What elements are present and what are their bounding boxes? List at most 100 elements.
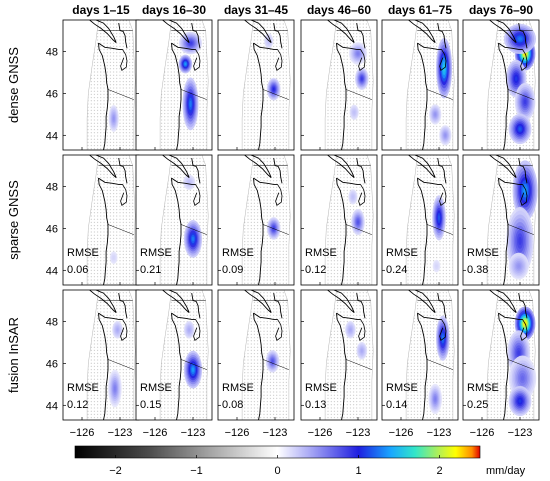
rmse-label: RMSE bbox=[67, 382, 99, 394]
state-border-line bbox=[426, 223, 454, 235]
row-labels: dense GNSS sparse GNSS fusion InSAR bbox=[6, 47, 21, 393]
panel-r2-c2: RMSE 0.21 bbox=[135, 154, 213, 286]
x-tick-label: −126 bbox=[470, 427, 495, 439]
rmse-value: 0.12 bbox=[305, 264, 326, 276]
colorbar-tick-label: 2 bbox=[436, 465, 442, 477]
panel-frame bbox=[217, 289, 295, 421]
vancouver-island bbox=[244, 290, 272, 313]
panel-r3-c5: RMSE 0.14 bbox=[381, 289, 459, 421]
fault-grid-domain bbox=[86, 290, 136, 420]
slip-patch bbox=[265, 350, 280, 373]
column-header: days 76–90 bbox=[469, 3, 533, 17]
mainland-shoreline bbox=[518, 158, 528, 184]
column-header: days 31–45 bbox=[224, 3, 288, 17]
coastline bbox=[417, 178, 428, 285]
coastline bbox=[171, 178, 182, 285]
fault-grid-domain bbox=[241, 290, 291, 420]
puget-sound bbox=[193, 319, 201, 341]
coastline bbox=[417, 313, 428, 420]
coastline bbox=[336, 313, 347, 420]
slip-patch bbox=[266, 217, 281, 240]
slip-patch bbox=[179, 31, 202, 55]
puget-sound bbox=[439, 184, 447, 206]
mainland-shoreline bbox=[356, 23, 366, 49]
panel-frame bbox=[300, 19, 378, 151]
vancouver-island bbox=[489, 155, 517, 178]
slip-patch bbox=[108, 105, 119, 132]
slip-patch bbox=[108, 369, 122, 408]
vancouver-island bbox=[408, 20, 436, 43]
coastline bbox=[336, 43, 347, 150]
y-tick-label: 46 bbox=[46, 88, 58, 100]
y-tick-label: 48 bbox=[46, 181, 58, 193]
x-tick-label: −123 bbox=[346, 427, 371, 439]
rmse-value: 0.15 bbox=[140, 399, 161, 411]
slip-patch bbox=[436, 315, 450, 361]
panel-frame bbox=[462, 19, 540, 151]
rmse-value: 0.38 bbox=[467, 264, 488, 276]
coastline bbox=[171, 313, 182, 420]
strait-shoreline bbox=[98, 312, 123, 320]
x-tick-label: −126 bbox=[143, 427, 168, 439]
puget-sound bbox=[275, 184, 283, 206]
coastline bbox=[98, 43, 109, 150]
coastline bbox=[253, 313, 264, 420]
fault-grid-domain bbox=[324, 155, 374, 285]
rmse-value: 0.08 bbox=[222, 399, 243, 411]
panel-r3-c6: RMSE 0.25 bbox=[462, 289, 540, 421]
puget-sound bbox=[520, 319, 528, 341]
vancouver-island bbox=[489, 290, 517, 313]
vancouver-island bbox=[489, 20, 517, 43]
row-label: dense GNSS bbox=[6, 47, 21, 123]
x-tick-label: −123 bbox=[427, 427, 452, 439]
rmse-label: RMSE bbox=[386, 382, 418, 394]
strait-shoreline bbox=[253, 42, 278, 50]
panel-frame bbox=[300, 154, 378, 286]
rmse-label: RMSE bbox=[222, 247, 254, 259]
puget-sound bbox=[120, 49, 128, 71]
slip-patch bbox=[508, 113, 532, 145]
state-border-line bbox=[507, 88, 535, 100]
puget-sound bbox=[120, 319, 128, 341]
fault-grid-domain bbox=[159, 290, 209, 420]
panel-r2-c5: RMSE 0.24 bbox=[381, 154, 459, 286]
mainland-shoreline bbox=[356, 158, 366, 184]
strait-shoreline bbox=[336, 312, 361, 320]
rmse-label: RMSE bbox=[140, 247, 172, 259]
y-tick-label: 46 bbox=[46, 358, 58, 370]
slip-patch bbox=[428, 383, 443, 415]
mainland-shoreline bbox=[356, 293, 366, 319]
strait-shoreline bbox=[98, 42, 123, 50]
column-header: days 16–30 bbox=[142, 3, 206, 17]
vancouver-island bbox=[327, 20, 355, 43]
rmse-value: 0.14 bbox=[386, 399, 407, 411]
slip-patch bbox=[429, 104, 442, 125]
panel-grid: RMSE 0.06 RMSE 0.21 RMSE 0.09 RMSE 0.12 RMSE 0.24… bbox=[62, 19, 540, 421]
vancouver-island bbox=[327, 155, 355, 178]
rmse-value: 0.13 bbox=[305, 399, 326, 411]
mainland-shoreline bbox=[518, 293, 528, 319]
puget-sound bbox=[193, 49, 201, 71]
fault-grid-domain bbox=[241, 155, 291, 285]
panel-r1-c3 bbox=[217, 19, 295, 151]
fault-grid-domain bbox=[405, 155, 455, 285]
strait-shoreline bbox=[336, 42, 361, 50]
rmse-label: RMSE bbox=[140, 382, 172, 394]
mainland-shoreline bbox=[437, 158, 447, 184]
vancouver-island bbox=[162, 155, 190, 178]
vancouver-island bbox=[162, 290, 190, 313]
vancouver-island bbox=[327, 290, 355, 313]
x-tick-label: −123 bbox=[263, 427, 288, 439]
strait-shoreline bbox=[253, 177, 278, 185]
colorbar-tick-label: 1 bbox=[355, 465, 361, 477]
panel-r2-c4: RMSE 0.12 bbox=[300, 154, 378, 286]
mainland-shoreline bbox=[191, 23, 201, 49]
coastline bbox=[253, 178, 264, 285]
panel-r2-c1: RMSE 0.06 bbox=[62, 154, 140, 286]
rmse-label: RMSE bbox=[467, 382, 499, 394]
vancouver-island bbox=[89, 290, 117, 313]
rmse-value: 0.25 bbox=[467, 399, 488, 411]
slip-patch bbox=[351, 208, 365, 236]
slip-patch bbox=[183, 174, 196, 190]
x-tick-label: −123 bbox=[508, 427, 533, 439]
